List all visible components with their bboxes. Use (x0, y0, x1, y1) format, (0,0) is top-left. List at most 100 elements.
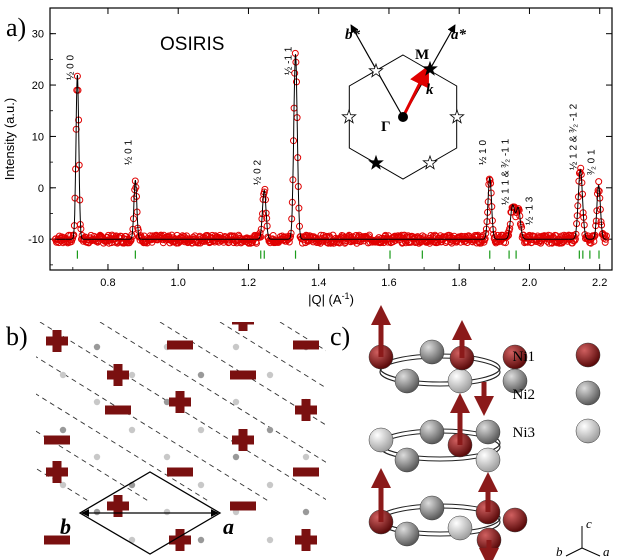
lattice-dot (59, 426, 67, 434)
ni3-atom (447, 368, 473, 394)
dashed-line (219, 322, 326, 389)
lattice-dot (232, 343, 240, 351)
dashed-line (39, 322, 326, 501)
brillouin-zone-inset: b* a* Mk Γ (341, 24, 467, 180)
legend-label: Ni1 (513, 349, 536, 365)
a-axis-label: a (223, 514, 234, 539)
x-axis-label: |Q| (A-1) (308, 291, 354, 307)
ni2-atom (394, 368, 420, 394)
lattice-dot (128, 536, 136, 544)
minus-sign (293, 467, 319, 477)
x-axis-label-sup: -1 (342, 291, 350, 301)
diffraction-chart: 0.8 1.0 1.2 1.4 1.6 1.8 2.0 2.2 -10 0 10 20 30 |Q| (A… (2, 7, 613, 307)
lattice-dot (59, 481, 67, 489)
minus-sign (293, 340, 319, 350)
lattice-dot (93, 453, 101, 461)
lattice-dot (197, 426, 205, 434)
minus-sign (44, 435, 70, 445)
peak-label: ½ -1 1 (284, 46, 295, 75)
panel-label-c: c) (330, 322, 350, 351)
plus-sign-v (301, 529, 311, 551)
legend-label: Ni3 (513, 425, 536, 441)
ni2-atom (419, 419, 445, 445)
instrument-label: OSIRIS (160, 34, 224, 55)
lattice-dot (59, 371, 67, 379)
ni2-atom (475, 419, 501, 445)
star-marker (368, 62, 384, 78)
legend-swatch (575, 418, 601, 444)
star-marker (341, 108, 357, 124)
peak-label: ³⁄₂ 0 1 (587, 149, 598, 175)
k-vector-label: k (426, 82, 434, 98)
a-star-label: a* (451, 27, 467, 43)
plus-sign-v (175, 391, 185, 413)
lattice-dot (266, 371, 274, 379)
b-axis-label: b (556, 544, 563, 559)
ni2-atom (419, 495, 445, 521)
dashed-line (36, 356, 271, 503)
dashed-line (99, 322, 326, 463)
lattice-dot (197, 536, 205, 544)
b-axis-label: b (60, 514, 71, 539)
unit-cell (78, 471, 222, 555)
legend-swatch (575, 342, 601, 368)
panel-label-b: b) (6, 322, 28, 351)
peak-label: ½ 0 2 (252, 160, 263, 185)
b-star-label: b* (345, 27, 361, 43)
lattice-dot (197, 481, 205, 489)
a-axis (581, 547, 601, 557)
data-point (260, 188, 268, 196)
data-point (602, 235, 610, 243)
x-axis-label-close: ) (350, 292, 354, 307)
lattice-dot (93, 508, 101, 516)
lattice-dot (302, 508, 310, 516)
ni3-atom (475, 447, 501, 473)
y-tick-label: 20 (32, 80, 44, 92)
lattice-dot (197, 371, 205, 379)
x-tick-label: 1.2 (241, 277, 256, 289)
star-marker (449, 108, 465, 124)
lattice-dot (128, 426, 136, 434)
y-tick-label: -10 (28, 234, 44, 246)
y-tick-label: 30 (32, 29, 44, 41)
minus-sign (167, 467, 193, 477)
plot-frame (49, 7, 613, 271)
lattice-dot (93, 343, 101, 351)
data-point (595, 178, 603, 186)
ni2-atom (394, 447, 420, 473)
ni1-atom (502, 507, 528, 533)
x-tick-label: 0.8 (100, 277, 115, 289)
data-layer (51, 49, 610, 247)
ni3-atom (368, 427, 394, 453)
minus-sign (105, 405, 131, 415)
lattice-dot (232, 453, 240, 461)
a-axis-label: a (603, 544, 610, 559)
minus-sign (44, 535, 70, 545)
plus-sign-v (113, 364, 123, 386)
x-tick-label: 2.2 (592, 277, 607, 289)
peak-label: ½ 1 0 (478, 140, 489, 165)
peak-label: ½ -1 3 (525, 196, 536, 225)
ni3-atom (447, 515, 473, 541)
peak-label: ½ 0 0 (65, 55, 76, 80)
c-axis-label: c (586, 516, 592, 531)
x-tick-label: 1.6 (381, 277, 396, 289)
lattice-dot (93, 398, 101, 406)
observed-points (51, 49, 610, 247)
plus-sign-v (238, 322, 248, 331)
lattice-dot (266, 426, 274, 434)
peak-label: ½ 0 1 (123, 140, 134, 165)
x-tick-label: 1.8 (452, 277, 467, 289)
ni2-atom (419, 339, 445, 365)
dashed-line (159, 322, 326, 426)
y-axis-label: Intensity (a.u.) (2, 98, 17, 180)
data-point (600, 234, 608, 242)
lattice-dot (266, 536, 274, 544)
star-marker (422, 154, 438, 170)
calculated-line (55, 54, 607, 240)
lattice-dot (163, 453, 171, 461)
x-tick-label: 2.0 (522, 277, 537, 289)
peak-label: ½ 1 1 & ³⁄₂ -1 1 (501, 138, 512, 205)
minus-sign (230, 370, 256, 380)
